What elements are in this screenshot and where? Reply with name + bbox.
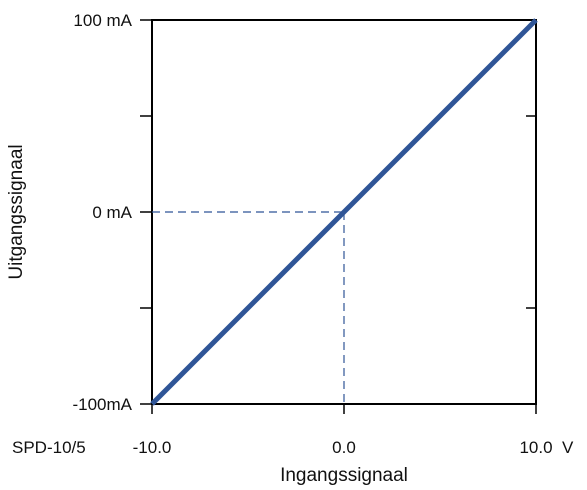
x-tick-label-2: 10.0	[519, 438, 552, 457]
y-axis-title: Uitgangssignaal	[6, 144, 27, 279]
x-unit-label: V	[562, 438, 574, 457]
x-axis-title: Ingangssignaal	[280, 465, 408, 486]
series-line-0	[150, 18, 538, 406]
x-tick-label-0: -10.0	[133, 438, 172, 457]
x-tick-label-1: 0.0	[332, 438, 356, 457]
y-tick-label-1: 0 mA	[92, 203, 132, 222]
y-tick-label-0: 100 mA	[73, 11, 132, 30]
y-tick-label-2: -100mA	[72, 395, 132, 414]
model-label: SPD-10/5	[12, 438, 86, 457]
